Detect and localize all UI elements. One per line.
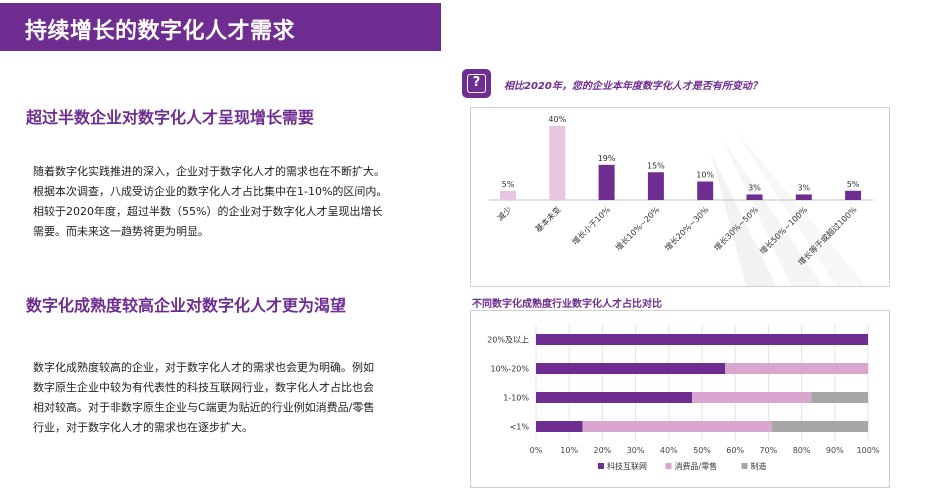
category-label: 增长20%~30% — [662, 204, 711, 253]
paragraph-maturity: 数字化成熟度较高的企业，对于数字化人才的需求也会更为明确。例如 数字原生企业中较… — [33, 358, 374, 438]
change-bar-chart: 5% 减少 40% 基本未变 19% 增长小于10% 15% 增长10%~20% 10% 增长20… — [489, 115, 873, 286]
bar — [549, 126, 566, 200]
paragraph-line: 行业，对于数字化人才的需求也在逐步扩大。 — [33, 421, 253, 434]
maturity-chart-panel: 0% 10% 20% 30% 40% 50% 60% 70% 80% 90% 100% 20%及以上 1… — [470, 310, 890, 488]
light-sweep-shape — [723, 140, 823, 286]
data-label: 19% — [598, 154, 616, 163]
page-title: 持续增长的数字化人才需求 — [25, 19, 296, 44]
survey-question: 相比2020年，您的企业本年度数字化人才是否有所变动？ — [504, 81, 762, 92]
category-label: 1-10% — [503, 394, 529, 403]
x-tick-label: 20% — [594, 446, 612, 455]
bar-segment — [725, 363, 868, 374]
paragraph-line: 数字原生企业中较为有代表性的科技互联网行业，数字化人才占比也会 — [33, 381, 374, 394]
chart2-title: 不同数字化成熟度行业数字化人才占比对比 — [472, 299, 662, 310]
paragraph-line: 根据本次调查，八成受访企业的数字化人才占比集中在1-10%的区间内。 — [33, 185, 388, 198]
data-label: 40% — [548, 115, 566, 124]
paragraph-line: 需要。而未来这一趋势将更为明显。 — [33, 225, 209, 238]
bar-segment — [582, 421, 772, 432]
bar-segment — [811, 392, 868, 403]
x-tick-label: 40% — [660, 446, 678, 455]
data-label: 5% — [502, 180, 515, 189]
x-tick-label: 70% — [760, 446, 778, 455]
bar — [697, 181, 714, 200]
data-label: 3% — [748, 183, 761, 192]
paragraph-growth: 随着数字化实践推进的深入，企业对于数字化人才的需求也在不断扩大。 根据本次调查，… — [33, 162, 387, 242]
title-band: 持续增长的数字化人才需求 — [0, 3, 441, 51]
bar — [500, 190, 516, 200]
x-tick-label: 90% — [826, 446, 844, 455]
change-chart-panel: 5% 减少 40% 基本未变 19% 增长小于10% 15% 增长10%~20% 10% 增长20… — [470, 107, 890, 287]
question-mark-icon: ? — [462, 69, 491, 98]
x-tick-label: 80% — [793, 446, 811, 455]
x-tick-label: 30% — [627, 446, 645, 455]
category-label: 基本未变 — [533, 204, 563, 234]
light-sweep-shape — [735, 130, 866, 286]
bar-segment — [536, 392, 693, 403]
legend-swatch — [665, 463, 672, 469]
bar — [845, 190, 862, 200]
bar-segment — [692, 392, 812, 403]
bar — [598, 164, 615, 200]
paragraph-line: 随着数字化实践推进的深入，企业对于数字化人才的需求也在不断扩大。 — [33, 165, 385, 178]
x-tick-label: 60% — [726, 446, 744, 455]
x-tick-label: 10% — [560, 446, 578, 455]
bar-segment — [536, 363, 726, 374]
paragraph-line: 数字化成熟度较高的企业，对于数字化人才的需求也会更为明确。例如 — [33, 361, 374, 374]
legend-label: 科技互联网 — [607, 461, 647, 471]
x-tick-label: 0% — [530, 446, 543, 455]
category-label: <1% — [510, 423, 530, 432]
maturity-stacked-bar-chart: 0% 10% 20% 30% 40% 50% 60% 70% 80% 90% 100% 20%及以上 1… — [487, 325, 880, 471]
bar — [647, 172, 664, 200]
legend-label: 消费品/零售 — [675, 461, 718, 471]
data-label: 5% — [847, 180, 860, 189]
legend-label: 制造 — [751, 461, 767, 471]
section-heading-maturity: 数字化成熟度较高企业对数字化人才更为渴望 — [26, 296, 347, 315]
section-heading-growth: 超过半数企业对数字化人才呈现增长需要 — [26, 108, 315, 127]
bar — [746, 194, 763, 200]
bar-segment — [536, 334, 868, 345]
category-label: 减少 — [495, 204, 513, 222]
category-label: 10%-20% — [491, 365, 530, 374]
legend-swatch — [741, 463, 748, 469]
legend-swatch — [598, 463, 604, 469]
question-mark-glyph: ? — [467, 74, 486, 93]
bar-segment — [771, 421, 868, 432]
category-label: 增长小于10% — [570, 204, 613, 247]
bar — [795, 194, 812, 200]
light-sweep-shape — [711, 153, 776, 286]
data-label: 10% — [696, 171, 714, 180]
category-label: 20%及以上 — [487, 336, 529, 345]
data-label: 15% — [647, 161, 665, 170]
x-tick-label: 50% — [693, 446, 711, 455]
category-label: 增长10%~20% — [613, 204, 662, 253]
paragraph-line: 相较于2020年度，超过半数（55%）的企业对于数字化人才呈现出增长 — [33, 205, 383, 218]
bar-segment — [536, 421, 583, 432]
paragraph-line: 相对较高。对于非数字原生企业与C端更为贴近的行业例如消费品/零售 — [33, 401, 375, 414]
data-label: 3% — [797, 183, 810, 192]
x-tick-label: 100% — [857, 446, 880, 455]
